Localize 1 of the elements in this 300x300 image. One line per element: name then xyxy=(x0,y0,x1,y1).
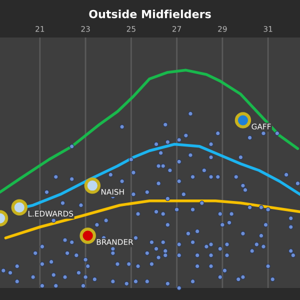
chart-title: Outside Midfielders xyxy=(89,10,211,18)
